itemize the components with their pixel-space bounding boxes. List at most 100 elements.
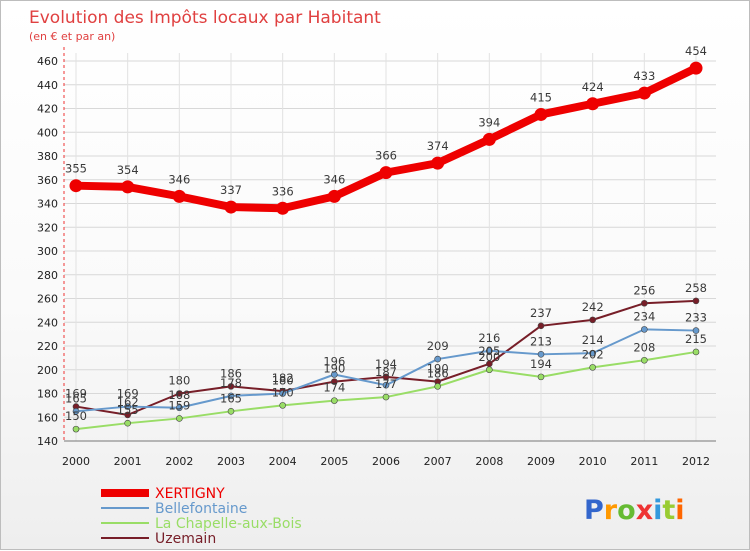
- data-point: [537, 351, 545, 358]
- data-point: [692, 297, 700, 305]
- data-labels: 355 354 346 337 336 346 366 374 394 415 424 433 454 1…: [65, 44, 707, 423]
- logo-letter: o: [617, 495, 636, 526]
- chart-subtitle: (en € et par an): [29, 30, 115, 43]
- data-label: 177: [375, 377, 397, 391]
- chart-title: Evolution des Impôts locaux par Habitant: [29, 8, 381, 28]
- y-tick-label: 420: [37, 103, 58, 116]
- data-point: [176, 404, 183, 412]
- data-label: 424: [582, 80, 604, 94]
- data-point: [689, 61, 703, 75]
- data-point: [224, 200, 238, 214]
- x-tick-label: 2010: [579, 455, 607, 468]
- data-point: [331, 397, 338, 404]
- data-point: [379, 166, 393, 180]
- logo-letter: i: [675, 495, 684, 526]
- data-label: 354: [117, 163, 139, 177]
- data-label: 180: [168, 374, 190, 388]
- logo-letter: t: [662, 495, 675, 526]
- data-label: 169: [65, 387, 87, 401]
- data-point: [227, 408, 235, 415]
- logo-letter: x: [636, 495, 653, 526]
- data-label: 214: [582, 333, 604, 347]
- x-tick-label: 2008: [475, 455, 503, 468]
- data-label: 165: [65, 391, 87, 405]
- data-point: [276, 201, 290, 215]
- data-point: [176, 415, 183, 422]
- data-label: 155: [117, 403, 139, 417]
- data-point: [72, 408, 80, 415]
- x-tick-label: 2007: [424, 455, 452, 468]
- data-point: [279, 390, 286, 397]
- data-point: [692, 348, 700, 356]
- x-tick-label: 2006: [372, 455, 400, 468]
- y-tick-label: 360: [37, 174, 58, 187]
- data-label: 186: [427, 366, 449, 380]
- data-label: 216: [478, 331, 500, 345]
- data-point: [641, 356, 648, 364]
- data-point: [589, 349, 596, 357]
- data-label: 242: [582, 300, 604, 314]
- data-label: 190: [427, 362, 449, 376]
- data-label: 234: [633, 309, 655, 323]
- x-tick-label: 2001: [114, 455, 142, 468]
- data-label: 256: [633, 283, 655, 297]
- y-tick-label: 300: [37, 245, 58, 258]
- data-point: [227, 383, 235, 390]
- data-label: 215: [685, 332, 707, 346]
- data-point: [486, 366, 493, 374]
- legend-label: Bellefontaine: [155, 501, 247, 517]
- data-point: [589, 364, 596, 371]
- data-label: 209: [427, 339, 449, 353]
- data-label: 186: [220, 366, 242, 380]
- data-point: [382, 373, 390, 381]
- y-tick-label: 220: [37, 340, 58, 353]
- y-tick-label: 240: [37, 316, 58, 329]
- data-label: 165: [220, 391, 242, 405]
- data-label: 258: [685, 281, 707, 295]
- data-label: 433: [633, 69, 655, 83]
- y-tick-label: 340: [37, 198, 58, 211]
- logo-letter: i: [653, 495, 662, 526]
- data-label: 366: [375, 149, 397, 163]
- legend-label: XERTIGNY: [155, 486, 225, 502]
- data-point: [327, 189, 341, 203]
- data-point: [172, 189, 186, 203]
- data-label: 454: [685, 44, 707, 58]
- data-label: 190: [323, 362, 345, 376]
- legend-label: La Chapelle-aux-Bois: [155, 516, 302, 532]
- data-label: 205: [478, 344, 500, 358]
- data-label: 196: [323, 355, 345, 369]
- data-point: [537, 373, 545, 381]
- data-point: [124, 403, 131, 410]
- y-tick-label: 260: [37, 293, 58, 306]
- data-point: [482, 132, 496, 146]
- data-label: 394: [478, 115, 500, 129]
- x-tick-label: 2009: [527, 455, 555, 468]
- y-tick-label: 280: [37, 269, 58, 282]
- data-label: 237: [530, 306, 552, 320]
- data-point: [486, 347, 493, 355]
- data-label: 208: [633, 340, 655, 354]
- data-label: 202: [582, 347, 604, 361]
- data-point: [431, 156, 445, 170]
- data-label: 178: [220, 376, 242, 390]
- y-tick-label: 440: [37, 79, 58, 92]
- series-lines: [69, 61, 703, 433]
- data-point: [434, 383, 441, 390]
- logo-text: Proxiti: [584, 495, 685, 526]
- x-tick-label: 2011: [630, 455, 658, 468]
- y-tick-label: 160: [37, 411, 58, 424]
- data-point: [434, 355, 441, 363]
- data-label: 374: [427, 139, 449, 153]
- data-label: 182: [272, 371, 294, 385]
- y-tick-label: 140: [37, 435, 58, 448]
- data-label: 233: [685, 311, 707, 325]
- y-tick-label: 180: [37, 388, 58, 401]
- data-label: 346: [168, 172, 190, 186]
- data-label: 337: [220, 183, 242, 197]
- y-tick-label: 320: [37, 221, 58, 234]
- x-tick-label: 2003: [217, 455, 245, 468]
- data-point: [124, 419, 131, 427]
- y-tick-label: 460: [37, 55, 58, 68]
